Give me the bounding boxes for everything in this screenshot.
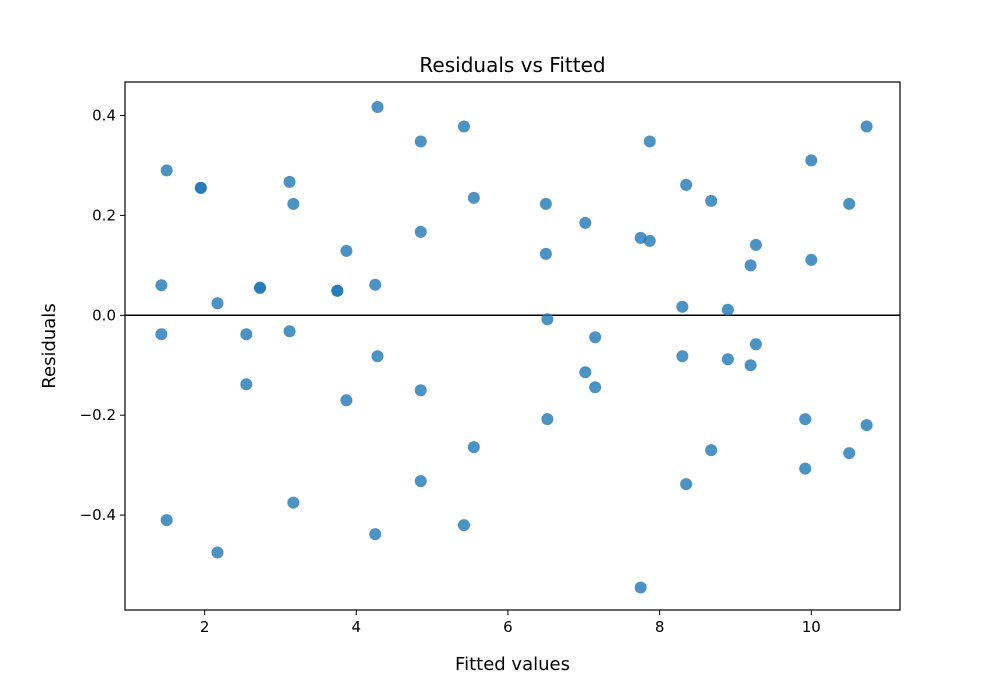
plot-frame [124, 81, 901, 611]
y-tick-label: 0.2 [92, 206, 116, 224]
y-tick-label: 0.4 [92, 106, 116, 124]
points-layer [155, 100, 873, 594]
data-point [721, 303, 734, 316]
data-point [287, 197, 300, 210]
data-point [160, 164, 173, 177]
data-point [843, 197, 856, 210]
data-point [541, 413, 554, 426]
data-point [371, 350, 384, 363]
data-point [331, 284, 344, 297]
data-point [749, 238, 762, 251]
data-point [744, 259, 757, 272]
data-point [340, 244, 353, 257]
data-point [240, 328, 253, 341]
data-point [211, 297, 224, 310]
data-point [155, 279, 168, 292]
data-point [539, 247, 552, 260]
data-point [579, 366, 592, 379]
data-point [634, 231, 647, 244]
data-point [676, 350, 689, 363]
x-axis-label: Fitted values [455, 654, 570, 675]
data-point [371, 100, 384, 113]
x-tick-label: 10 [802, 618, 821, 636]
data-point [799, 462, 812, 475]
data-point [805, 154, 818, 167]
data-point [414, 225, 427, 238]
data-point [467, 191, 480, 204]
data-point [805, 253, 818, 266]
data-point [721, 353, 734, 366]
data-point [541, 313, 554, 326]
data-point [589, 381, 602, 394]
data-point [240, 378, 253, 391]
data-point [283, 325, 296, 338]
data-point [253, 281, 266, 294]
data-point [860, 419, 873, 432]
data-point [799, 413, 812, 426]
data-point [744, 359, 757, 372]
data-point [287, 496, 300, 509]
data-point [749, 338, 762, 351]
y-axis-ticks: −0.4 −0.2 0.0 0.2 0.4 [80, 106, 125, 524]
y-tick-label: 0.0 [92, 306, 116, 324]
x-tick-label: 8 [655, 618, 665, 636]
data-point [579, 216, 592, 229]
x-tick-label: 6 [503, 618, 513, 636]
chart-title: Residuals vs Fitted [419, 53, 605, 77]
data-point [194, 181, 207, 194]
data-point [160, 514, 173, 527]
data-point [457, 120, 470, 133]
data-point [705, 444, 718, 457]
data-point [680, 478, 693, 491]
data-point [843, 447, 856, 460]
data-point [643, 234, 656, 247]
data-point [414, 475, 427, 488]
x-axis-ticks: 2 4 6 8 10 [200, 610, 821, 636]
data-point [634, 581, 647, 594]
data-point [643, 135, 656, 148]
data-point [340, 394, 353, 407]
data-point [680, 178, 693, 191]
data-point [414, 135, 427, 148]
y-tick-label: −0.2 [80, 406, 116, 424]
data-point [369, 278, 382, 291]
data-point [369, 528, 382, 541]
data-point [283, 175, 296, 188]
data-point [414, 384, 427, 397]
data-point [705, 194, 718, 207]
data-point [457, 519, 470, 532]
data-point [467, 441, 480, 454]
data-point [155, 328, 168, 341]
data-point [589, 331, 602, 344]
data-point [539, 197, 552, 210]
data-point [676, 300, 689, 313]
data-point [860, 120, 873, 133]
data-point [211, 546, 224, 559]
y-tick-label: −0.4 [80, 506, 116, 524]
x-tick-label: 2 [200, 618, 210, 636]
y-axis-label: Residuals [39, 303, 60, 388]
x-tick-label: 4 [352, 618, 362, 636]
